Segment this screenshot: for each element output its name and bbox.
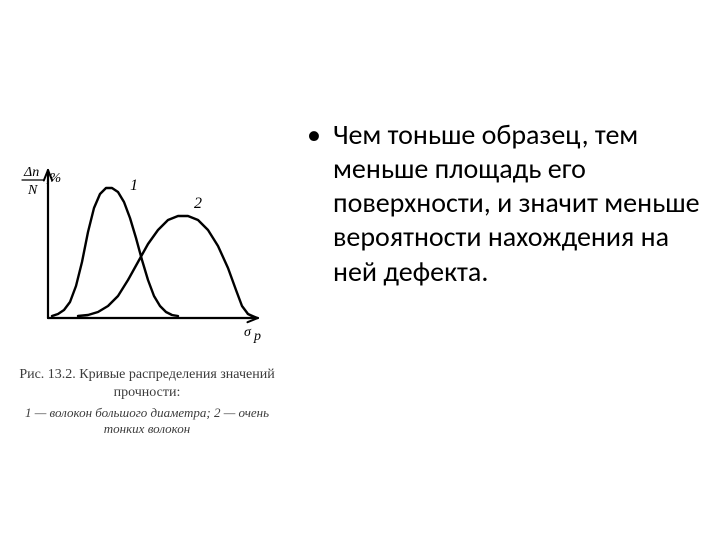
curve-1-label: 1 [130, 177, 138, 194]
bullet-row: • Чем тоньше образец, тем меньше площадь… [305, 118, 703, 289]
figure-caption: Рис. 13.2. Кривые распределения значений… [12, 366, 282, 438]
figure-area: 1 2 Δn N,% σр Рис. 13.2. Кривые распределени… [12, 158, 292, 438]
curve-1 [52, 188, 178, 316]
caption-title: Рис. 13.2. Кривые распределения значений… [12, 366, 282, 401]
distribution-chart: 1 2 Δn N,% σр [12, 158, 272, 358]
x-axis-label-sub: р [253, 329, 261, 344]
y-axis-label-numerator: Δn [23, 165, 39, 180]
caption-legend: 1 — волокон большого диаметра; 2 — очень… [12, 405, 282, 438]
curve-2-label: 2 [194, 195, 202, 212]
slide: 1 2 Δn N,% σр Рис. 13.2. Кривые распределени… [0, 0, 720, 540]
body-text: • Чем тоньше образец, тем меньше площадь… [305, 118, 703, 289]
bullet-icon: • [305, 118, 333, 152]
body-paragraph: Чем тоньше образец, тем меньше площадь е… [333, 118, 703, 289]
x-axis-label: σ [244, 325, 252, 340]
chart-svg: 1 2 Δn N,% σр [12, 158, 272, 348]
legend-1-text: — волокон большого диаметра; [31, 405, 214, 420]
y-axis-unit: ,% [46, 171, 61, 186]
curve-2 [78, 216, 252, 316]
y-axis-label-denominator: N [27, 183, 38, 198]
